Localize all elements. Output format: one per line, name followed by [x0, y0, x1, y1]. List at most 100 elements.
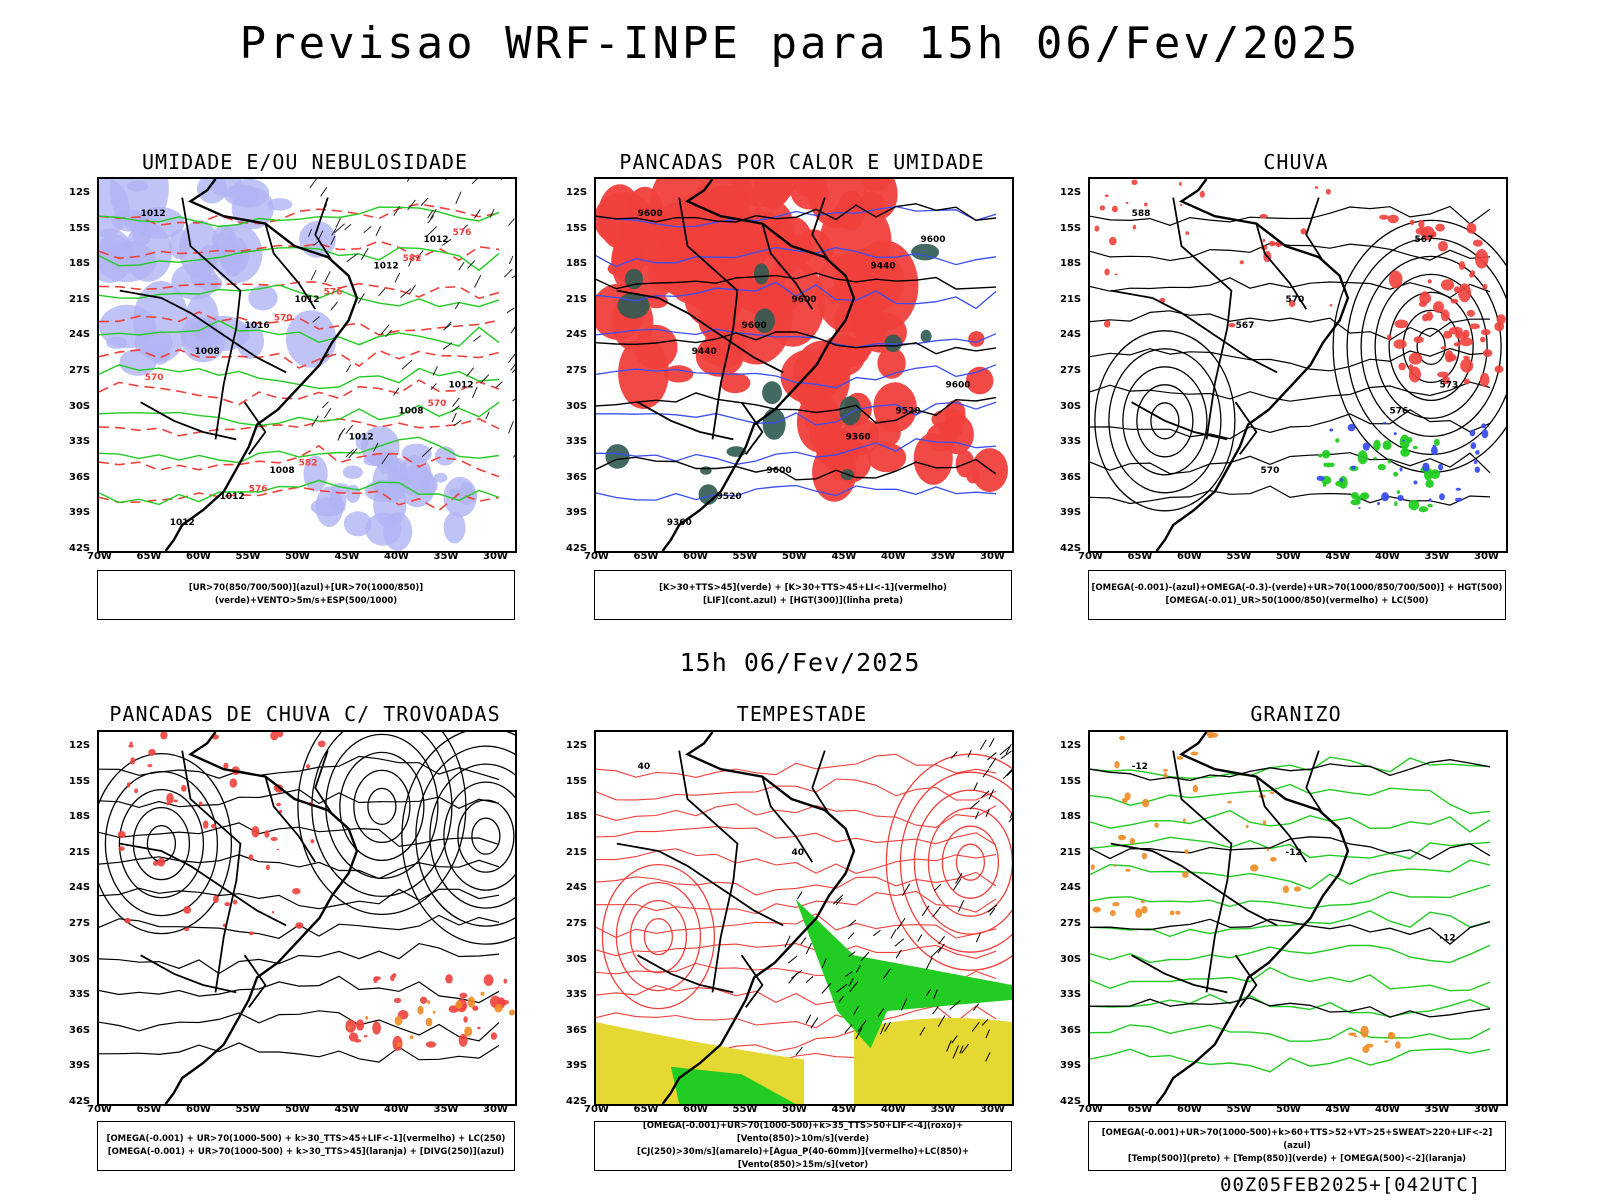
wind-vector: [975, 932, 981, 943]
lat-tick-label: 12S: [1060, 740, 1082, 751]
wind-vector: [378, 288, 386, 297]
country-border: [1131, 954, 1228, 994]
lon-tick-label: 50W: [782, 1104, 807, 1115]
shaded-area: [503, 978, 508, 984]
contour-label: 582: [403, 254, 422, 264]
shaded-area: [270, 837, 278, 841]
shaded-area: [1409, 219, 1415, 226]
shaded-area: [1239, 260, 1244, 265]
lat-tick-label: 12S: [566, 187, 588, 198]
shaded-area: [605, 444, 630, 469]
contour-line: [1090, 452, 1491, 475]
streamline-loop: [1122, 366, 1208, 476]
shaded-area: [184, 927, 190, 932]
shaded-area: [1114, 273, 1118, 276]
wind-vector: [959, 1045, 964, 1054]
shaded-area: [1314, 186, 1319, 189]
wind-vector: [987, 904, 998, 913]
shaded-area: [1377, 502, 1380, 506]
shaded-area: [295, 922, 304, 929]
lon-tick-label: 60W: [683, 1104, 708, 1115]
shaded-area: [393, 997, 402, 1003]
shaded-area: [1474, 466, 1480, 473]
wind-vector: [345, 424, 354, 435]
shaded-area: [1407, 436, 1413, 443]
shaded-area: [1094, 225, 1100, 232]
shaded-area: [132, 225, 151, 246]
contour-label: 570: [1286, 295, 1305, 305]
streamline-loop: [457, 799, 515, 873]
wind-vector: [443, 323, 452, 331]
shaded-area: [1111, 205, 1118, 213]
streamline-loop: [615, 881, 702, 992]
lon-tick-label: 40W: [881, 551, 906, 562]
wind-vector: [848, 951, 856, 957]
lon-tick-label: 45W: [831, 551, 857, 562]
lat-tick-label: 21S: [69, 846, 91, 858]
shaded-area: [1318, 453, 1323, 458]
shaded-area: [1449, 326, 1463, 335]
wind-vector: [1009, 812, 1012, 819]
shaded-area: [1419, 292, 1432, 304]
shaded-area: [1109, 236, 1117, 246]
lat-tick-label: 27S: [566, 918, 588, 929]
country-border: [119, 289, 287, 374]
shaded-area: [1481, 429, 1489, 439]
coastline: [1155, 179, 1350, 551]
lat-tick-label: 36S: [566, 1024, 588, 1036]
country-border: [314, 750, 333, 815]
shaded-area: [1329, 304, 1333, 307]
lat-tick-label: 21S: [1060, 846, 1082, 858]
shaded-area: [1192, 784, 1199, 793]
shaded-area: [864, 179, 898, 219]
contour-line: [596, 281, 997, 310]
streamline-loop: [955, 843, 986, 881]
contour-line: [1090, 277, 1491, 299]
contour-line: [1090, 993, 1491, 1018]
wind-vector: [821, 982, 832, 994]
lon-tick-label: 60W: [1177, 551, 1202, 562]
shaded-area: [1377, 463, 1386, 471]
streamline-loop: [1094, 330, 1236, 512]
wind-vector: [363, 226, 372, 234]
lon-tick-label: 40W: [384, 551, 409, 562]
contour-label: 1008: [195, 347, 220, 357]
contour-label: 1008: [270, 466, 295, 476]
wind-vector: [985, 1029, 990, 1039]
streamline-loop: [471, 817, 501, 855]
wind-vector: [344, 223, 352, 231]
shaded-area: [1326, 462, 1332, 468]
contour-label: 567: [1236, 321, 1255, 331]
wind-vector: [930, 947, 941, 958]
contour-line: [99, 479, 500, 506]
shaded-area: [1387, 459, 1391, 464]
streamline-loop: [367, 787, 397, 826]
shaded-area: [911, 243, 940, 261]
contour-line: [1090, 347, 1491, 372]
contour-line: [596, 871, 997, 896]
wind-vector: [917, 934, 923, 942]
shaded-area: [1494, 321, 1505, 332]
lat-tick-label: 24S: [566, 329, 588, 341]
country-border: [314, 197, 333, 262]
contour-line: [596, 331, 997, 355]
wind-vector: [982, 768, 990, 778]
contour-label: 9600: [920, 235, 945, 245]
country-border: [1172, 197, 1233, 440]
shaded-area: [363, 454, 386, 467]
wind-vector: [453, 419, 462, 427]
lat-tick-label: 33S: [566, 436, 588, 448]
wind-vector: [951, 1035, 958, 1044]
shaded-area: [127, 180, 149, 192]
shaded-area: [160, 732, 168, 740]
contour-line: [99, 320, 500, 347]
country-border: [119, 842, 287, 927]
shaded-area: [1438, 463, 1444, 471]
streamline-loop: [325, 733, 439, 880]
legend-box: [UR>70(850/700/500)](azul)+[UR>70(1000/8…: [97, 570, 515, 620]
lon-tick-label: 60W: [1177, 1104, 1202, 1115]
shaded-area: [1437, 371, 1449, 378]
lat-tick-label: 36S: [1060, 471, 1082, 483]
wind-vector: [330, 301, 338, 311]
contour-label: 576: [1390, 406, 1409, 416]
